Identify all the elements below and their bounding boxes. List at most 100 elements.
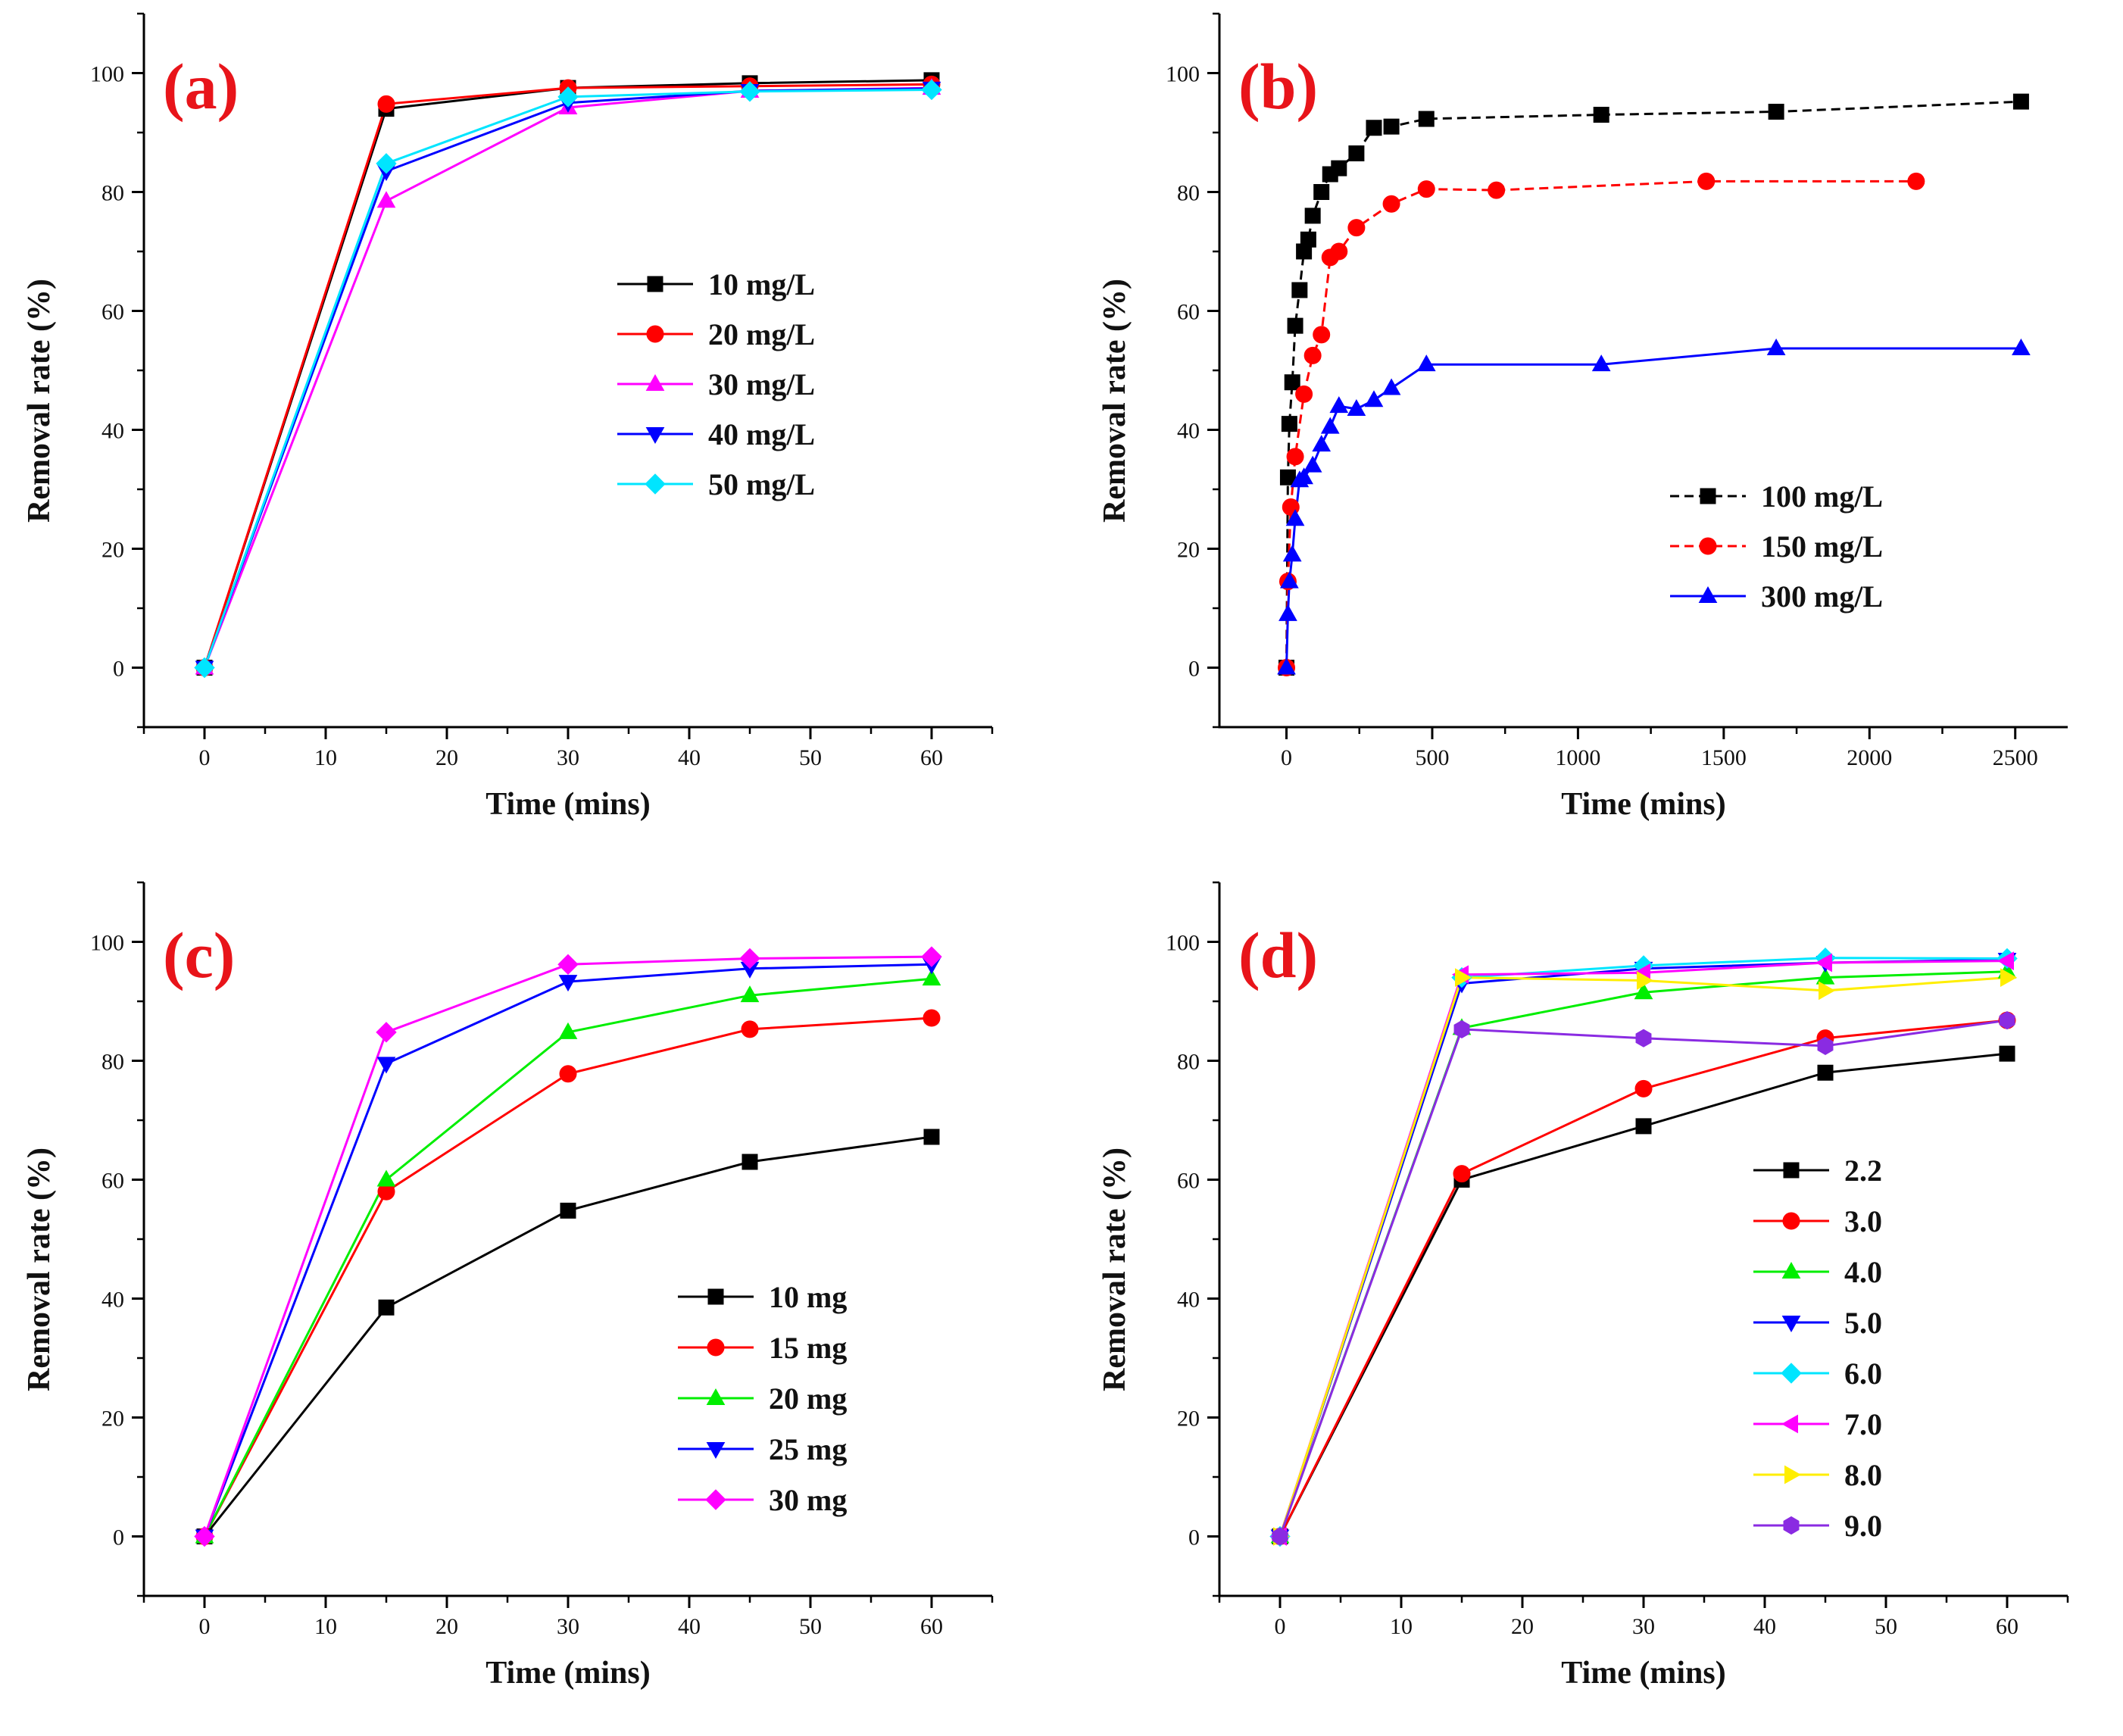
legend-label: 4.0: [1844, 1255, 1882, 1289]
data-point-0-15: [1418, 111, 1435, 127]
y-axis-title: Removal rate (%): [1097, 1147, 1132, 1391]
y-tick-label: 20: [101, 1407, 124, 1432]
x-axis-title: Time (mins): [1561, 1656, 1725, 1691]
data-point-2-1: [376, 1169, 396, 1187]
data-point-4-2: [557, 86, 579, 108]
series-line-3: [203, 87, 932, 669]
x-tick-label: 50: [1875, 1614, 1897, 1639]
x-tick-label: 30: [557, 745, 579, 770]
panel-0: 0 10 20 30 40 50 60 0 20 40 60 80 100 Time (mins) Remo…: [22, 12, 994, 822]
data-point-1-5: [1303, 346, 1322, 364]
legend-marker: [1700, 488, 1716, 504]
data-point-6-4: [2000, 968, 2018, 987]
legend-marker: [707, 1338, 725, 1357]
legend-marker: [1783, 1162, 1800, 1179]
data-point-7-2: [1635, 1029, 1652, 1048]
data-point-2-2: [1634, 982, 1653, 1000]
data-point-1-13: [1697, 172, 1716, 190]
data-point-4-0: [194, 1525, 215, 1547]
y-tick-label: 0: [1188, 657, 1200, 682]
y-tick-label: 100: [90, 931, 124, 956]
data-point-2-0: [1277, 657, 1296, 675]
data-point-5-3: [1815, 953, 1832, 973]
y-tick-label: 60: [101, 300, 124, 325]
legend-marker: [1781, 1316, 1801, 1333]
legend-label: 5.0: [1844, 1306, 1882, 1340]
data-point-1-4: [1295, 385, 1313, 403]
legend-label: 30 mg/L: [708, 367, 815, 401]
x-tick-label: 60: [920, 745, 943, 770]
x-tick-label: 500: [1415, 745, 1449, 770]
data-point-2-2: [1280, 571, 1299, 589]
data-point-2-1: [1278, 604, 1297, 621]
panel-1: 0 500 1000 1500 2000 2500 0 20 40 60 80 100 Time (mi…: [1097, 12, 2068, 822]
y-tick-label: 20: [1177, 538, 1200, 563]
data-point-0-9: [1313, 184, 1330, 200]
data-point-0-8: [1304, 208, 1321, 224]
data-point-2-13: [1382, 378, 1401, 395]
x-tick-label: 30: [557, 1614, 579, 1639]
y-tick-label: 40: [1177, 1288, 1200, 1313]
y-tick-label: 0: [113, 1525, 124, 1550]
data-point-6-2: [1637, 971, 1654, 990]
data-point-4-1: [376, 153, 397, 174]
data-point-0-2: [1635, 1118, 1652, 1135]
data-point-2-2: [558, 1022, 578, 1039]
x-axis-title: Time (mins): [485, 1656, 650, 1691]
legend-marker: [645, 427, 665, 445]
data-point-1-6: [1313, 326, 1331, 344]
legend-label: 300 mg/L: [1761, 579, 1883, 614]
y-tick-label: 80: [101, 181, 124, 206]
data-point-2-7: [1303, 455, 1322, 473]
legend-marker: [646, 325, 664, 343]
x-tick-label: 0: [1275, 1614, 1286, 1639]
data-point-0-17: [1768, 104, 1784, 120]
y-tick-label: 80: [1177, 181, 1200, 206]
legend-marker: [706, 1442, 726, 1460]
panel-label: (a): [163, 50, 239, 123]
series-line-0: [203, 79, 932, 668]
x-tick-label: 20: [1511, 1614, 1534, 1639]
legend-label: 20 mg/L: [708, 317, 815, 351]
y-axis-title: Removal rate (%): [1097, 279, 1132, 523]
legend-marker: [1699, 537, 1717, 555]
y-tick-label: 100: [1166, 62, 1200, 87]
legend-label: 2.2: [1844, 1154, 1882, 1188]
legend-label: 7.0: [1844, 1407, 1882, 1441]
panel-3: 0 10 20 30 40 50 60 0 20 40 60 80 100 Time (mins) Remo…: [1097, 881, 2069, 1691]
data-point-3-2: [558, 975, 578, 992]
data-point-2-12: [1364, 390, 1384, 407]
x-tick-label: 40: [678, 745, 701, 770]
data-point-4-4: [921, 79, 942, 101]
panel-label: (c): [163, 919, 235, 991]
legend-marker: [1781, 1261, 1801, 1279]
y-tick-label: 0: [113, 657, 124, 682]
panel-label: (b): [1238, 50, 1318, 123]
data-point-2-9: [1320, 417, 1340, 434]
data-point-2-17: [2012, 338, 2031, 355]
data-point-6-1: [1455, 968, 1472, 987]
x-tick-label: 40: [678, 1614, 701, 1639]
data-point-2-6: [1294, 467, 1313, 485]
legend-label: 6.0: [1844, 1357, 1882, 1391]
data-point-4-1: [376, 1022, 397, 1043]
data-point-4-4: [921, 946, 942, 967]
legend-label: 30 mg: [769, 1483, 847, 1517]
x-tick-label: 20: [436, 1614, 458, 1639]
data-point-1-8: [1330, 242, 1348, 261]
x-tick-label: 0: [1281, 745, 1292, 770]
legend-label: 50 mg/L: [708, 467, 815, 501]
data-point-1-12: [1488, 181, 1506, 199]
data-point-2-3: [1282, 545, 1302, 562]
x-tick-label: 0: [199, 1614, 211, 1639]
axes-frame: [142, 14, 992, 729]
series-line-2: [1285, 347, 2022, 668]
x-tick-label: 2500: [1993, 745, 2038, 770]
y-tick-label: 60: [101, 1169, 124, 1194]
data-point-5-4: [1997, 951, 2014, 970]
data-point-1-14: [1907, 172, 1925, 190]
data-point-7-3: [1817, 1036, 1834, 1055]
x-tick-label: 60: [1996, 1614, 2018, 1639]
data-point-4-3: [739, 81, 760, 102]
y-tick-label: 100: [90, 62, 124, 87]
